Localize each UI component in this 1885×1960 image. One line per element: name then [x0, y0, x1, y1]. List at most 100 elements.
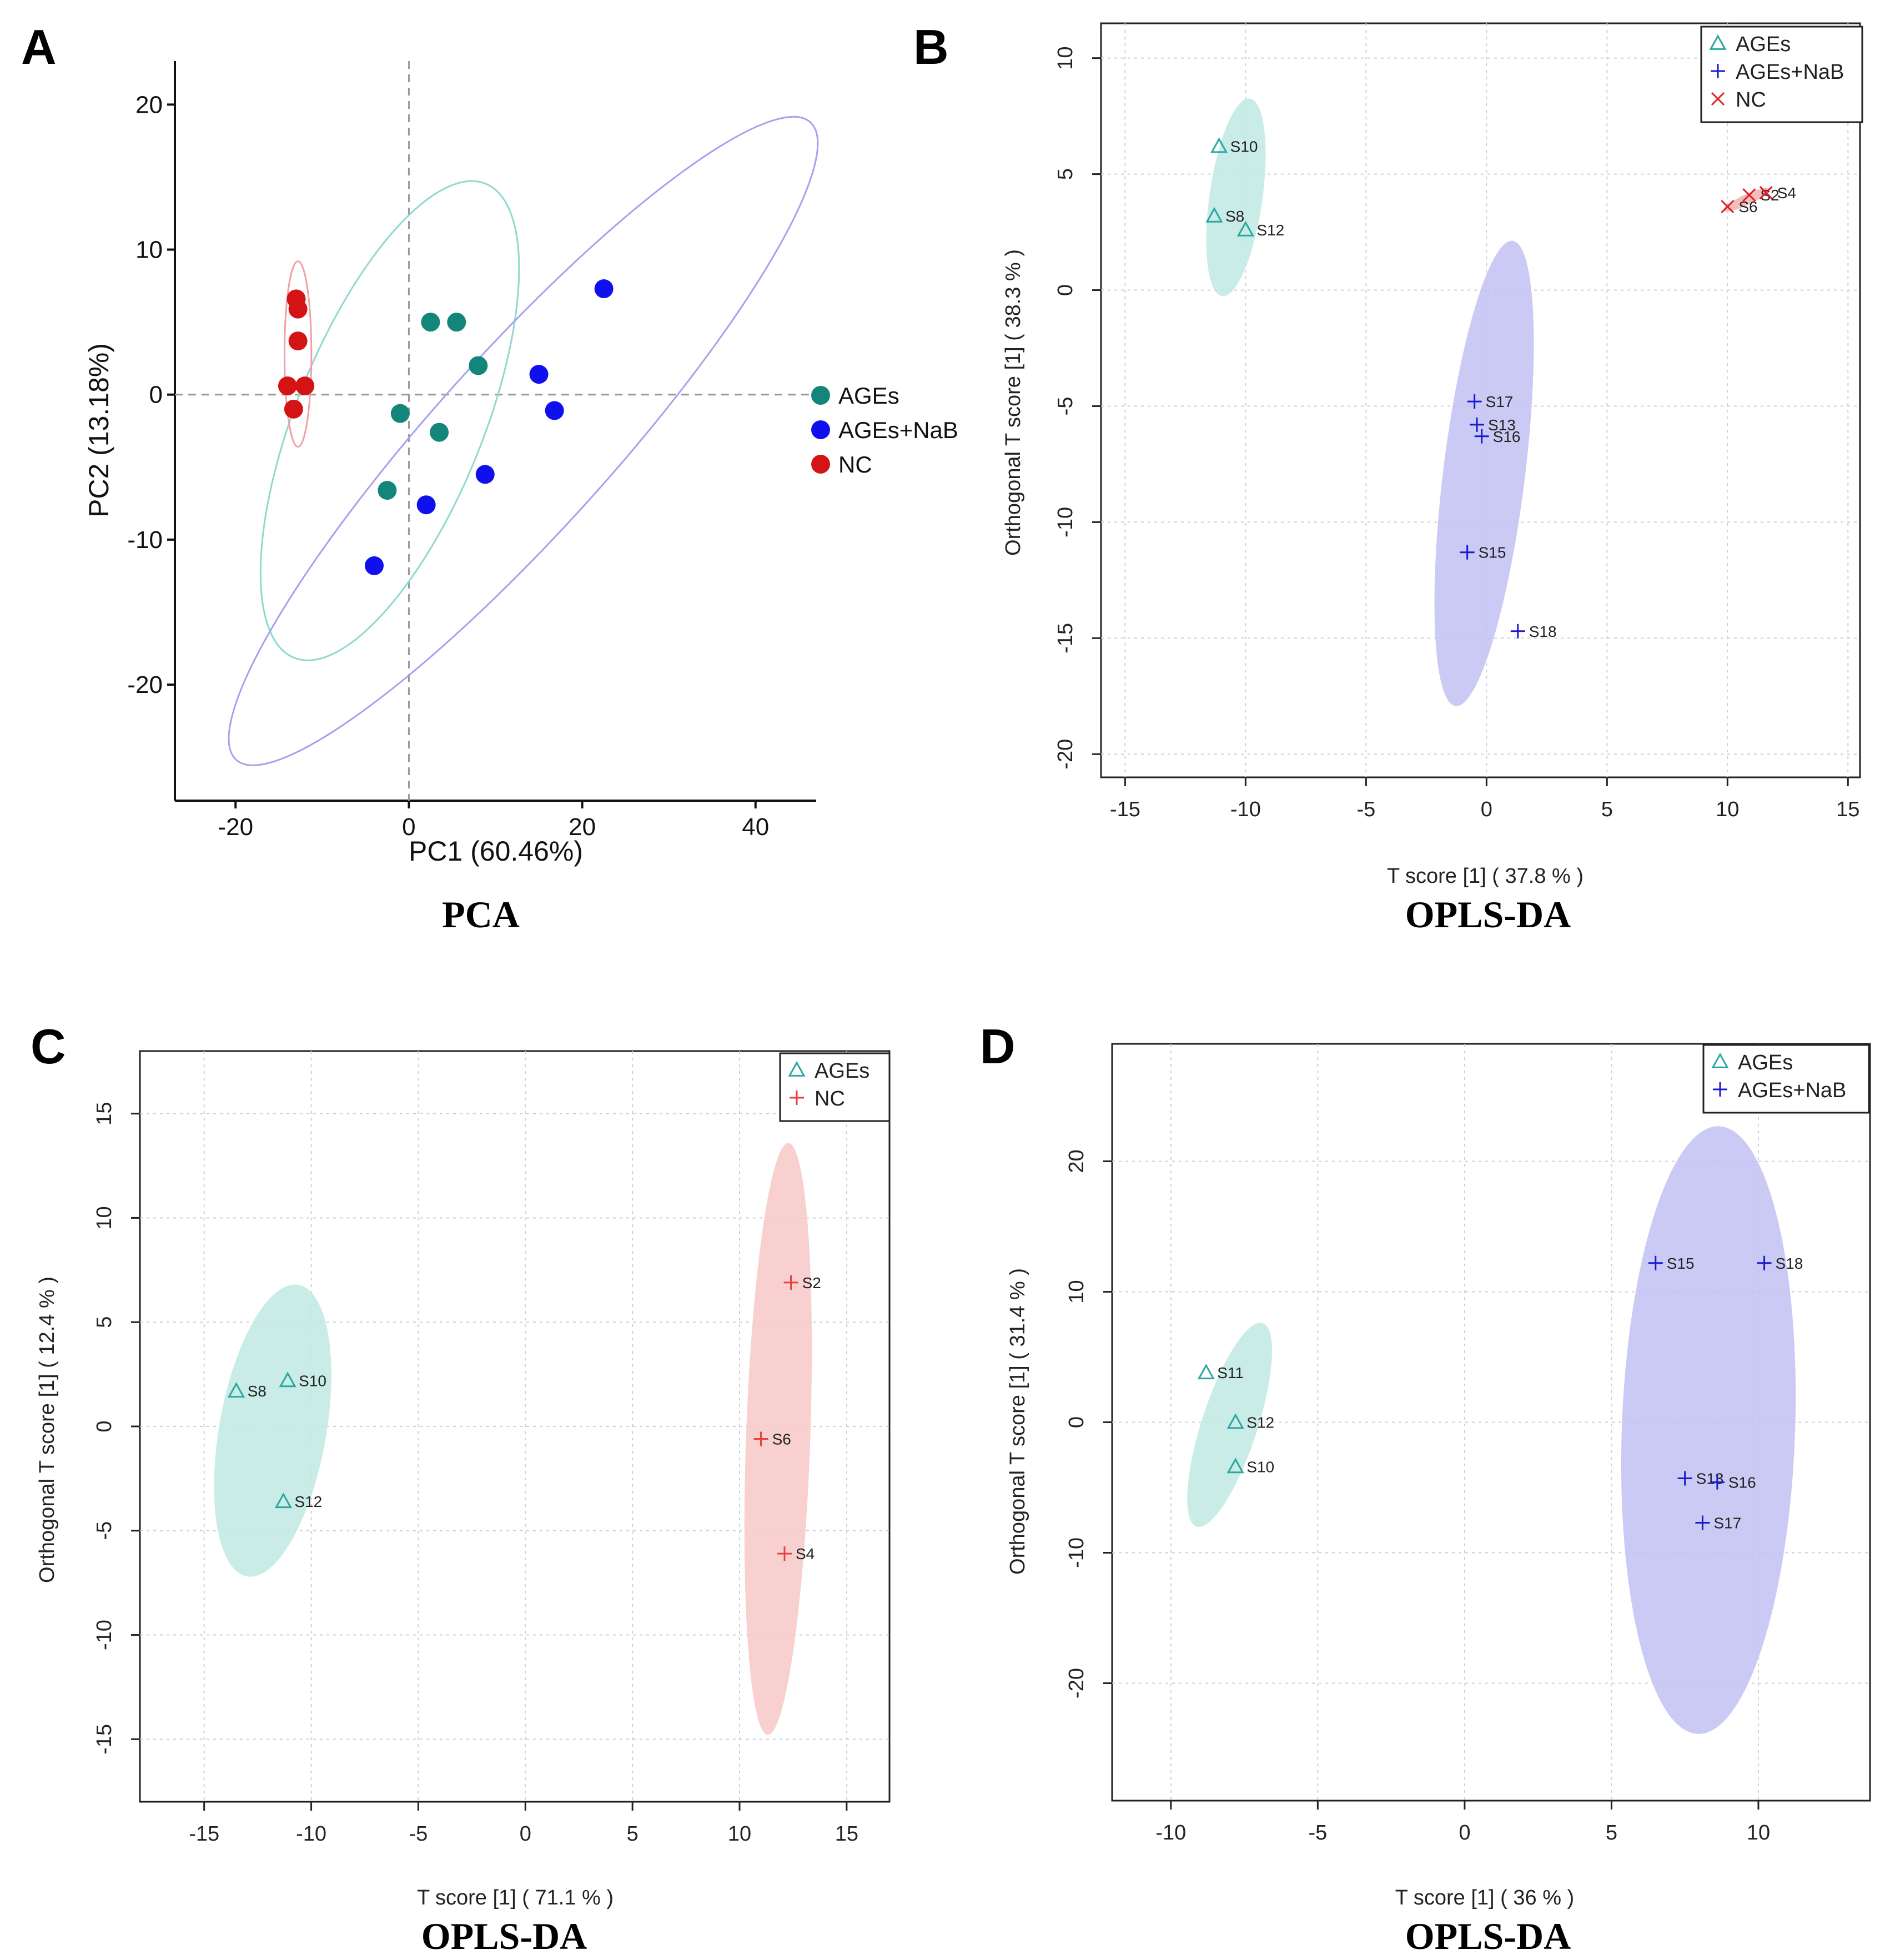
y-tick-label: -10 [1065, 1537, 1088, 1568]
y-tick-label: 10 [1054, 47, 1077, 70]
y-tick-label: 20 [1065, 1149, 1088, 1173]
point-label: S11 [1217, 1364, 1244, 1381]
legend-marker [811, 386, 830, 405]
y-axis-label: PC2 (13.18%) [83, 343, 114, 517]
x-tick-label: 0 [1481, 798, 1492, 821]
confidence-ellipse-ages-nab [1621, 1126, 1796, 1734]
y-tick-label: 10 [1065, 1280, 1088, 1303]
data-point [1757, 1255, 1772, 1270]
x-tick-label: 15 [1836, 798, 1859, 821]
x-tick-label: 5 [627, 1822, 639, 1846]
x-tick-label: -5 [1308, 1821, 1327, 1845]
legend-marker [1709, 34, 1727, 50]
legend-box [779, 1052, 891, 1122]
confidence-ellipse-nc [283, 260, 313, 448]
legend-box [1700, 26, 1863, 123]
point-label: S16 [1493, 428, 1521, 445]
x-tick-label: 10 [1747, 1821, 1770, 1845]
y-tick-label: -15 [93, 1724, 116, 1755]
data-point [1759, 185, 1773, 200]
data-point [421, 313, 440, 332]
panel-letter-b: B [913, 19, 949, 74]
data-point [288, 299, 308, 319]
x-tick-label: -15 [1110, 798, 1140, 821]
y-tick-label: 0 [149, 381, 163, 409]
x-tick-label: -10 [1230, 798, 1261, 821]
legend-marker [811, 420, 830, 439]
data-point [1648, 1255, 1663, 1270]
point-label: S8 [1225, 208, 1244, 225]
x-tick-label: 40 [742, 813, 769, 841]
y-tick-label: 15 [93, 1102, 116, 1125]
point-label: S10 [1246, 1458, 1274, 1475]
data-point [1474, 429, 1489, 444]
data-point [1205, 207, 1223, 223]
y-tick-label: -5 [93, 1521, 116, 1540]
data-point [279, 1371, 296, 1388]
legend-label: NC [838, 451, 872, 478]
point-label: S17 [1713, 1514, 1741, 1531]
point-label: S10 [1230, 138, 1258, 155]
data-point [783, 1275, 798, 1290]
x-tick-label: -20 [218, 813, 253, 841]
x-tick-label: -15 [189, 1822, 219, 1846]
x-tick-label: 5 [1606, 1821, 1617, 1845]
legend-marker [790, 1090, 804, 1105]
data-point [1695, 1515, 1710, 1530]
point-label: S17 [1486, 393, 1514, 410]
legend-label: AGEs [1738, 1051, 1793, 1074]
legend-marker [1711, 1052, 1729, 1068]
x-tick-label: 15 [835, 1822, 858, 1846]
legend-label: AGEs+NaB [1736, 61, 1844, 84]
data-point [594, 279, 614, 299]
x-axis-label: PC1 (60.46%) [409, 836, 583, 867]
x-tick-label: 20 [569, 813, 596, 841]
data-point [284, 399, 303, 419]
data-point [1467, 394, 1482, 409]
legend-box [1702, 1044, 1870, 1114]
data-point [1226, 1458, 1244, 1474]
data-point [390, 404, 410, 423]
confidence-ellipse-nc [1723, 188, 1770, 212]
data-point [378, 481, 397, 500]
caption-d: OPLS-DA [1405, 1915, 1571, 1957]
x-tick-label: 0 [520, 1822, 531, 1846]
confidence-ellipse-ages-nab [1434, 240, 1534, 706]
point-label: S13 [1696, 1470, 1724, 1487]
x-tick-label: -10 [296, 1822, 326, 1846]
point-label: S13 [1488, 416, 1516, 434]
panel-letter-a: A [21, 19, 57, 74]
legend-marker [1711, 64, 1725, 78]
data-point [447, 313, 466, 332]
x-tick-label: -5 [1356, 798, 1375, 821]
y-tick-label: 10 [93, 1206, 116, 1229]
data-point [753, 1431, 768, 1446]
point-label: S4 [796, 1545, 815, 1562]
data-point [278, 376, 297, 396]
point-label: S15 [1667, 1255, 1695, 1272]
y-tick-label: 0 [1065, 1416, 1088, 1428]
point-label: S4 [1777, 184, 1796, 202]
y-tick-label: 20 [135, 91, 163, 118]
confidence-ellipse-ages-nab [228, 115, 819, 766]
data-point [545, 401, 564, 420]
y-tick-label: 5 [93, 1316, 116, 1328]
data-point [274, 1492, 292, 1509]
y-tick-label: -10 [1054, 507, 1077, 537]
legend-marker [811, 455, 830, 474]
data-point [777, 1546, 792, 1561]
data-point [1460, 545, 1475, 560]
x-axis-label: T score [1] ( 36 % ) [1395, 1886, 1574, 1909]
y-tick-label: 0 [93, 1420, 116, 1432]
y-tick-label: -10 [93, 1620, 116, 1650]
x-axis-label: T score [1] ( 37.8 % ) [1387, 865, 1584, 888]
y-tick-label: -10 [127, 526, 163, 554]
data-point [364, 556, 384, 575]
data-point [288, 331, 308, 351]
y-tick-label: -20 [1065, 1668, 1088, 1698]
caption-c: OPLS-DA [421, 1915, 587, 1957]
panel-d-oplsda-chart: -10 -5 0 5 10 -20 -10 0 10 20 T score [1] ( 36 % )… [1006, 1043, 1871, 1909]
data-point [1710, 1475, 1725, 1490]
legend-label: AGEs+NaB [838, 417, 958, 443]
